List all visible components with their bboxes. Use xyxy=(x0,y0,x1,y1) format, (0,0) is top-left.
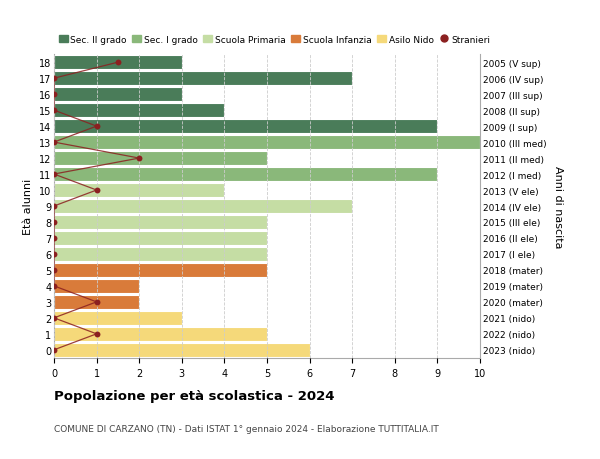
Bar xyxy=(54,56,182,70)
Bar xyxy=(54,327,267,341)
Bar xyxy=(54,247,267,261)
Point xyxy=(49,171,59,179)
Point xyxy=(49,75,59,83)
Point xyxy=(92,298,101,306)
Bar xyxy=(54,136,480,150)
Y-axis label: Anni di nascita: Anni di nascita xyxy=(553,165,563,248)
Point xyxy=(92,330,101,338)
Y-axis label: Età alunni: Età alunni xyxy=(23,179,33,235)
Point xyxy=(49,91,59,99)
Bar xyxy=(54,72,352,86)
Bar xyxy=(54,104,224,118)
Bar xyxy=(54,88,182,102)
Bar xyxy=(54,120,437,134)
Bar xyxy=(54,232,267,245)
Point xyxy=(49,219,59,226)
Bar xyxy=(54,200,352,213)
Point xyxy=(49,107,59,115)
Text: COMUNE DI CARZANO (TN) - Dati ISTAT 1° gennaio 2024 - Elaborazione TUTTITALIA.IT: COMUNE DI CARZANO (TN) - Dati ISTAT 1° g… xyxy=(54,425,439,433)
Legend: Sec. II grado, Sec. I grado, Scuola Primaria, Scuola Infanzia, Asilo Nido, Stran: Sec. II grado, Sec. I grado, Scuola Prim… xyxy=(59,35,490,45)
Bar xyxy=(54,168,437,181)
Point xyxy=(113,59,123,67)
Point xyxy=(49,314,59,322)
Bar xyxy=(54,216,267,229)
Bar xyxy=(54,296,139,309)
Point xyxy=(49,347,59,354)
Text: Popolazione per età scolastica - 2024: Popolazione per età scolastica - 2024 xyxy=(54,389,335,403)
Point xyxy=(49,283,59,290)
Point xyxy=(134,155,144,162)
Point xyxy=(49,267,59,274)
Point xyxy=(92,187,101,194)
Bar xyxy=(54,184,224,197)
Bar xyxy=(54,343,310,357)
Point xyxy=(49,139,59,146)
Bar xyxy=(54,263,267,277)
Point xyxy=(92,123,101,130)
Point xyxy=(49,203,59,210)
Bar xyxy=(54,152,267,166)
Point xyxy=(49,251,59,258)
Bar xyxy=(54,311,182,325)
Bar xyxy=(54,280,139,293)
Point xyxy=(49,235,59,242)
